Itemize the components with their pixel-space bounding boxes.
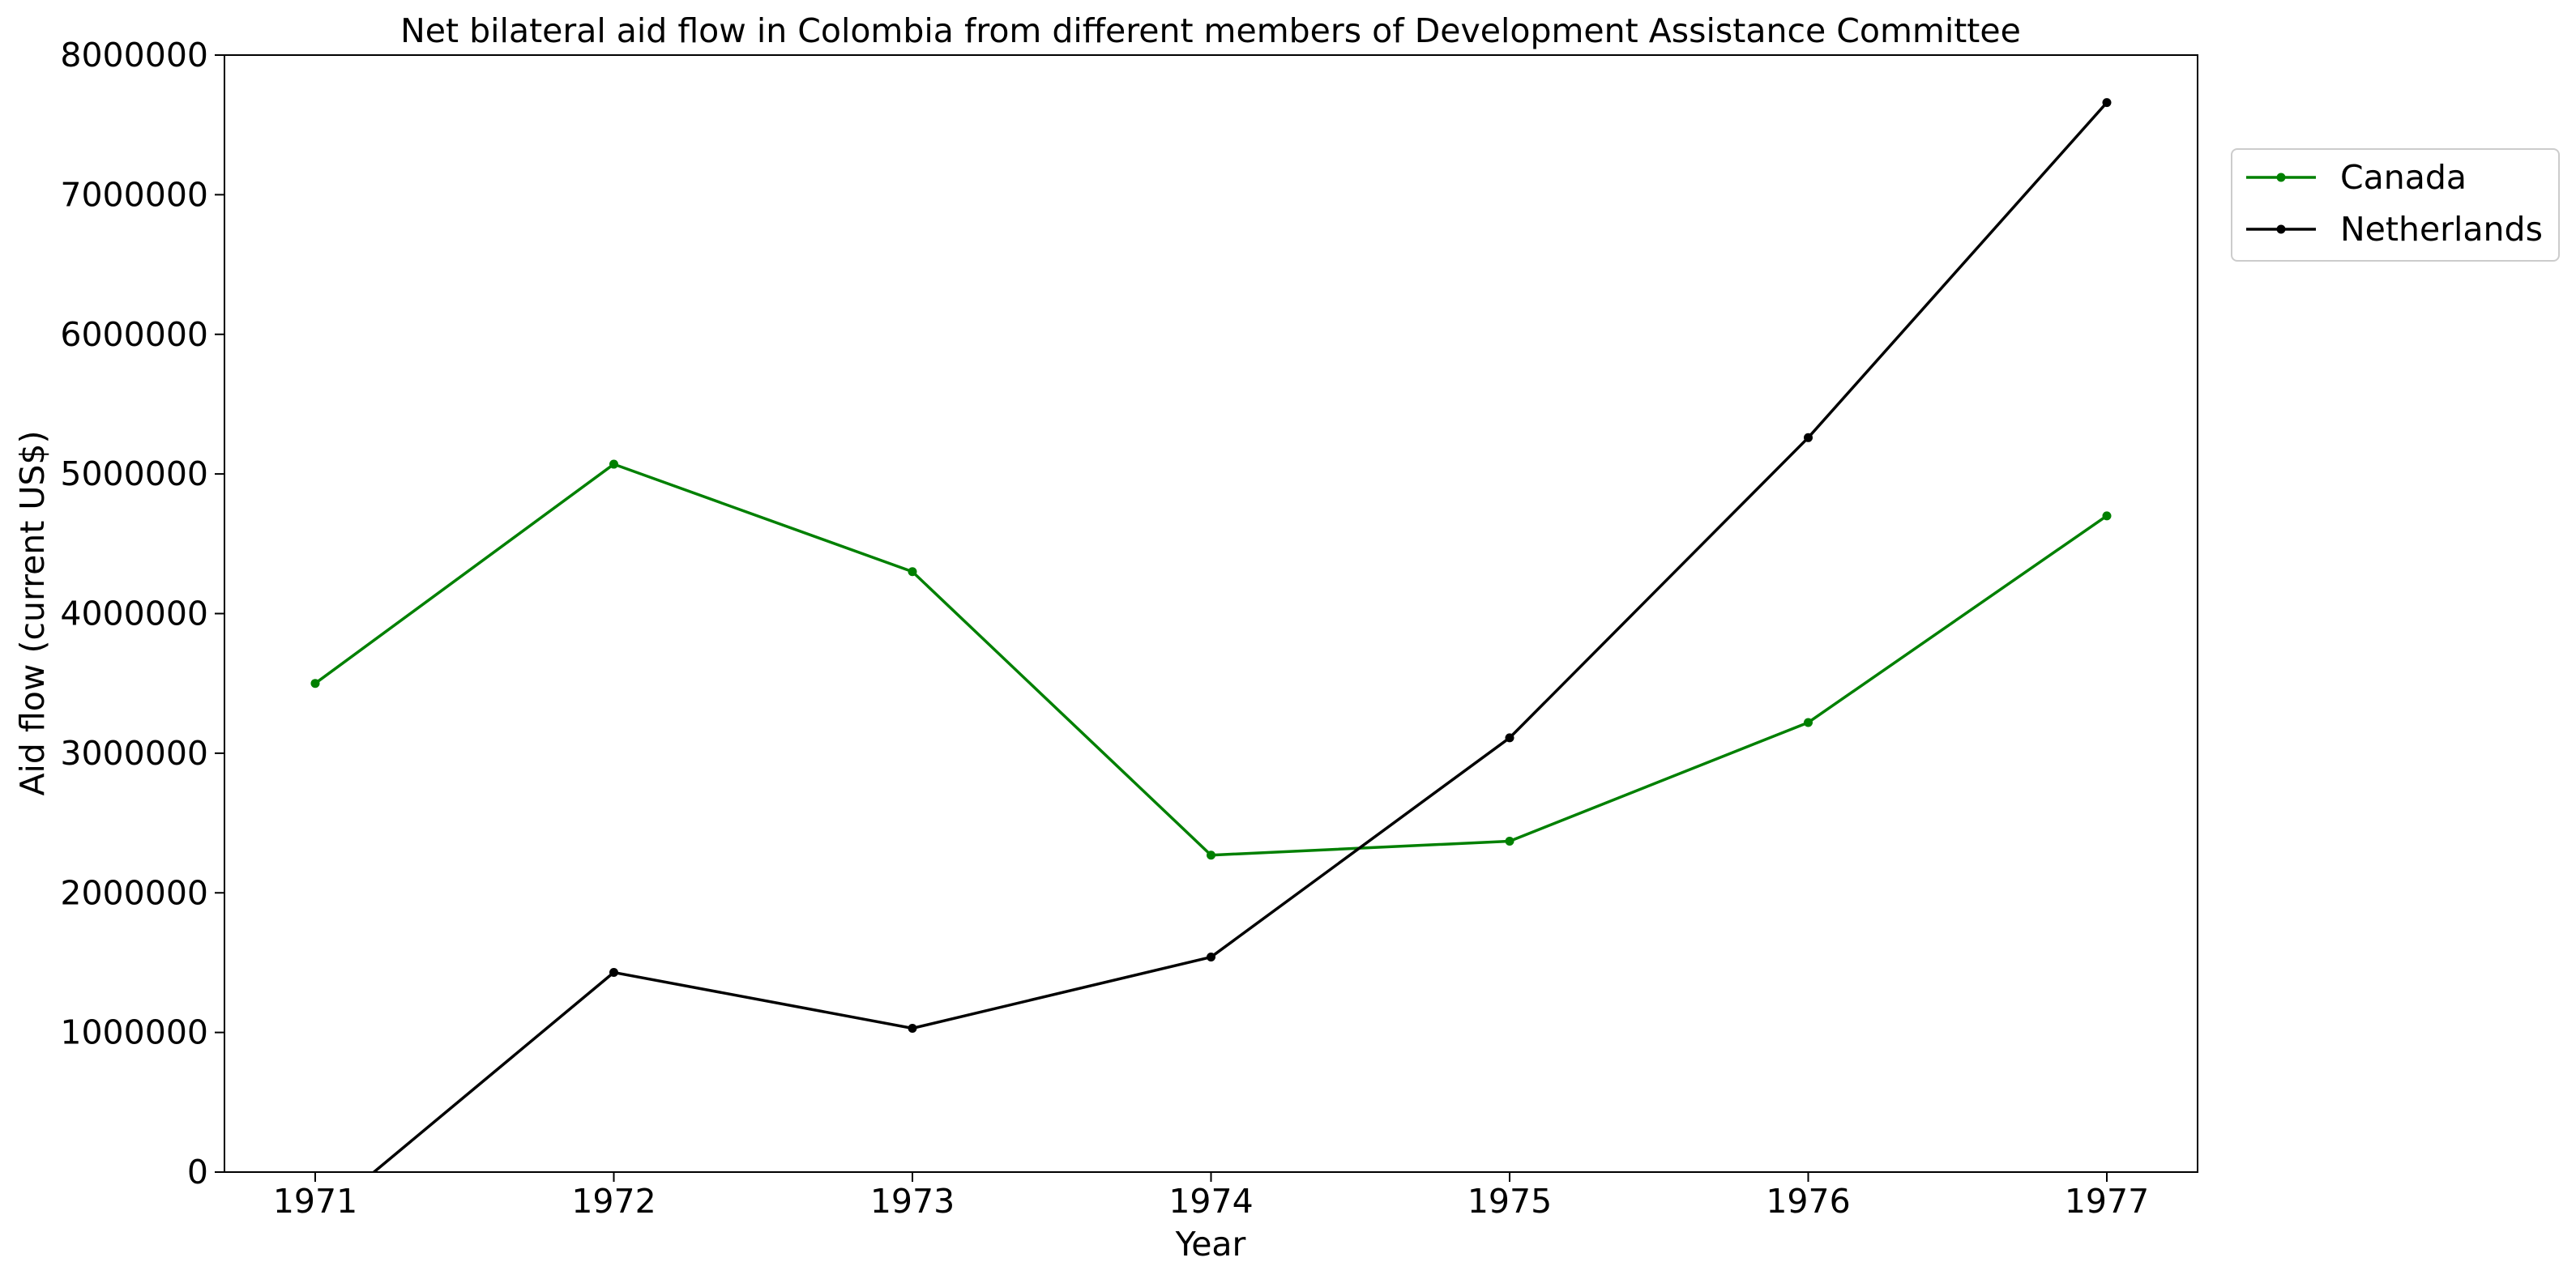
x-tick-label: 1971 — [273, 1182, 357, 1221]
data-point-canada-1977 — [2102, 511, 2112, 521]
x-tick-label: 1975 — [1467, 1182, 1552, 1221]
y-tick-label: 8000000 — [60, 36, 208, 75]
y-tick-label: 6000000 — [60, 315, 208, 354]
data-point-netherlands-1974 — [1207, 953, 1215, 962]
x-tick-label: 1973 — [870, 1182, 955, 1221]
legend-marker-canada — [2276, 173, 2286, 182]
legend-marker-netherlands — [2276, 224, 2286, 234]
chart-title: Net bilateral aid flow in Colombia from … — [400, 11, 2021, 50]
data-point-canada-1971 — [310, 679, 320, 689]
x-tick-label: 1972 — [571, 1182, 656, 1221]
legend-label-netherlands: Netherlands — [2340, 210, 2543, 249]
plot-area — [224, 54, 2198, 1173]
y-tick-label: 3000000 — [60, 734, 208, 773]
x-axis-label: Year — [1175, 1225, 1246, 1264]
y-tick-label: 5000000 — [60, 454, 208, 493]
x-axis: 1971 1972 1973 1974 1975 1976 1977 — [273, 1172, 2149, 1221]
data-point-canada-1974 — [1207, 851, 1215, 860]
y-tick-label: 4000000 — [60, 595, 208, 633]
y-axis: 0 1000000 2000000 3000000 4000000 5000000 6000… — [60, 36, 224, 1192]
series-points — [310, 98, 2112, 1033]
data-point-canada-1976 — [1804, 718, 1813, 727]
data-point-canada-1972 — [609, 459, 618, 469]
data-point-netherlands-1975 — [1505, 733, 1514, 743]
data-point-netherlands-1972 — [609, 968, 618, 978]
data-point-netherlands-1976 — [1804, 433, 1813, 442]
x-tick-label: 1977 — [2065, 1182, 2149, 1221]
x-tick-label: 1974 — [1168, 1182, 1253, 1221]
data-point-canada-1975 — [1505, 836, 1514, 846]
data-point-netherlands-1973 — [908, 1023, 917, 1033]
data-point-netherlands-1977 — [2102, 98, 2112, 108]
y-axis-label: Aid flow (current US$) — [13, 430, 52, 795]
data-point-canada-1973 — [908, 567, 917, 577]
y-tick-label: 1000000 — [60, 1013, 208, 1052]
y-tick-label: 0 — [187, 1153, 208, 1192]
y-tick-label: 7000000 — [60, 175, 208, 214]
legend-label-canada: Canada — [2340, 158, 2467, 197]
x-tick-label: 1976 — [1766, 1182, 1850, 1221]
y-tick-label: 2000000 — [60, 873, 208, 912]
legend: Canada Netherlands — [2231, 148, 2560, 262]
